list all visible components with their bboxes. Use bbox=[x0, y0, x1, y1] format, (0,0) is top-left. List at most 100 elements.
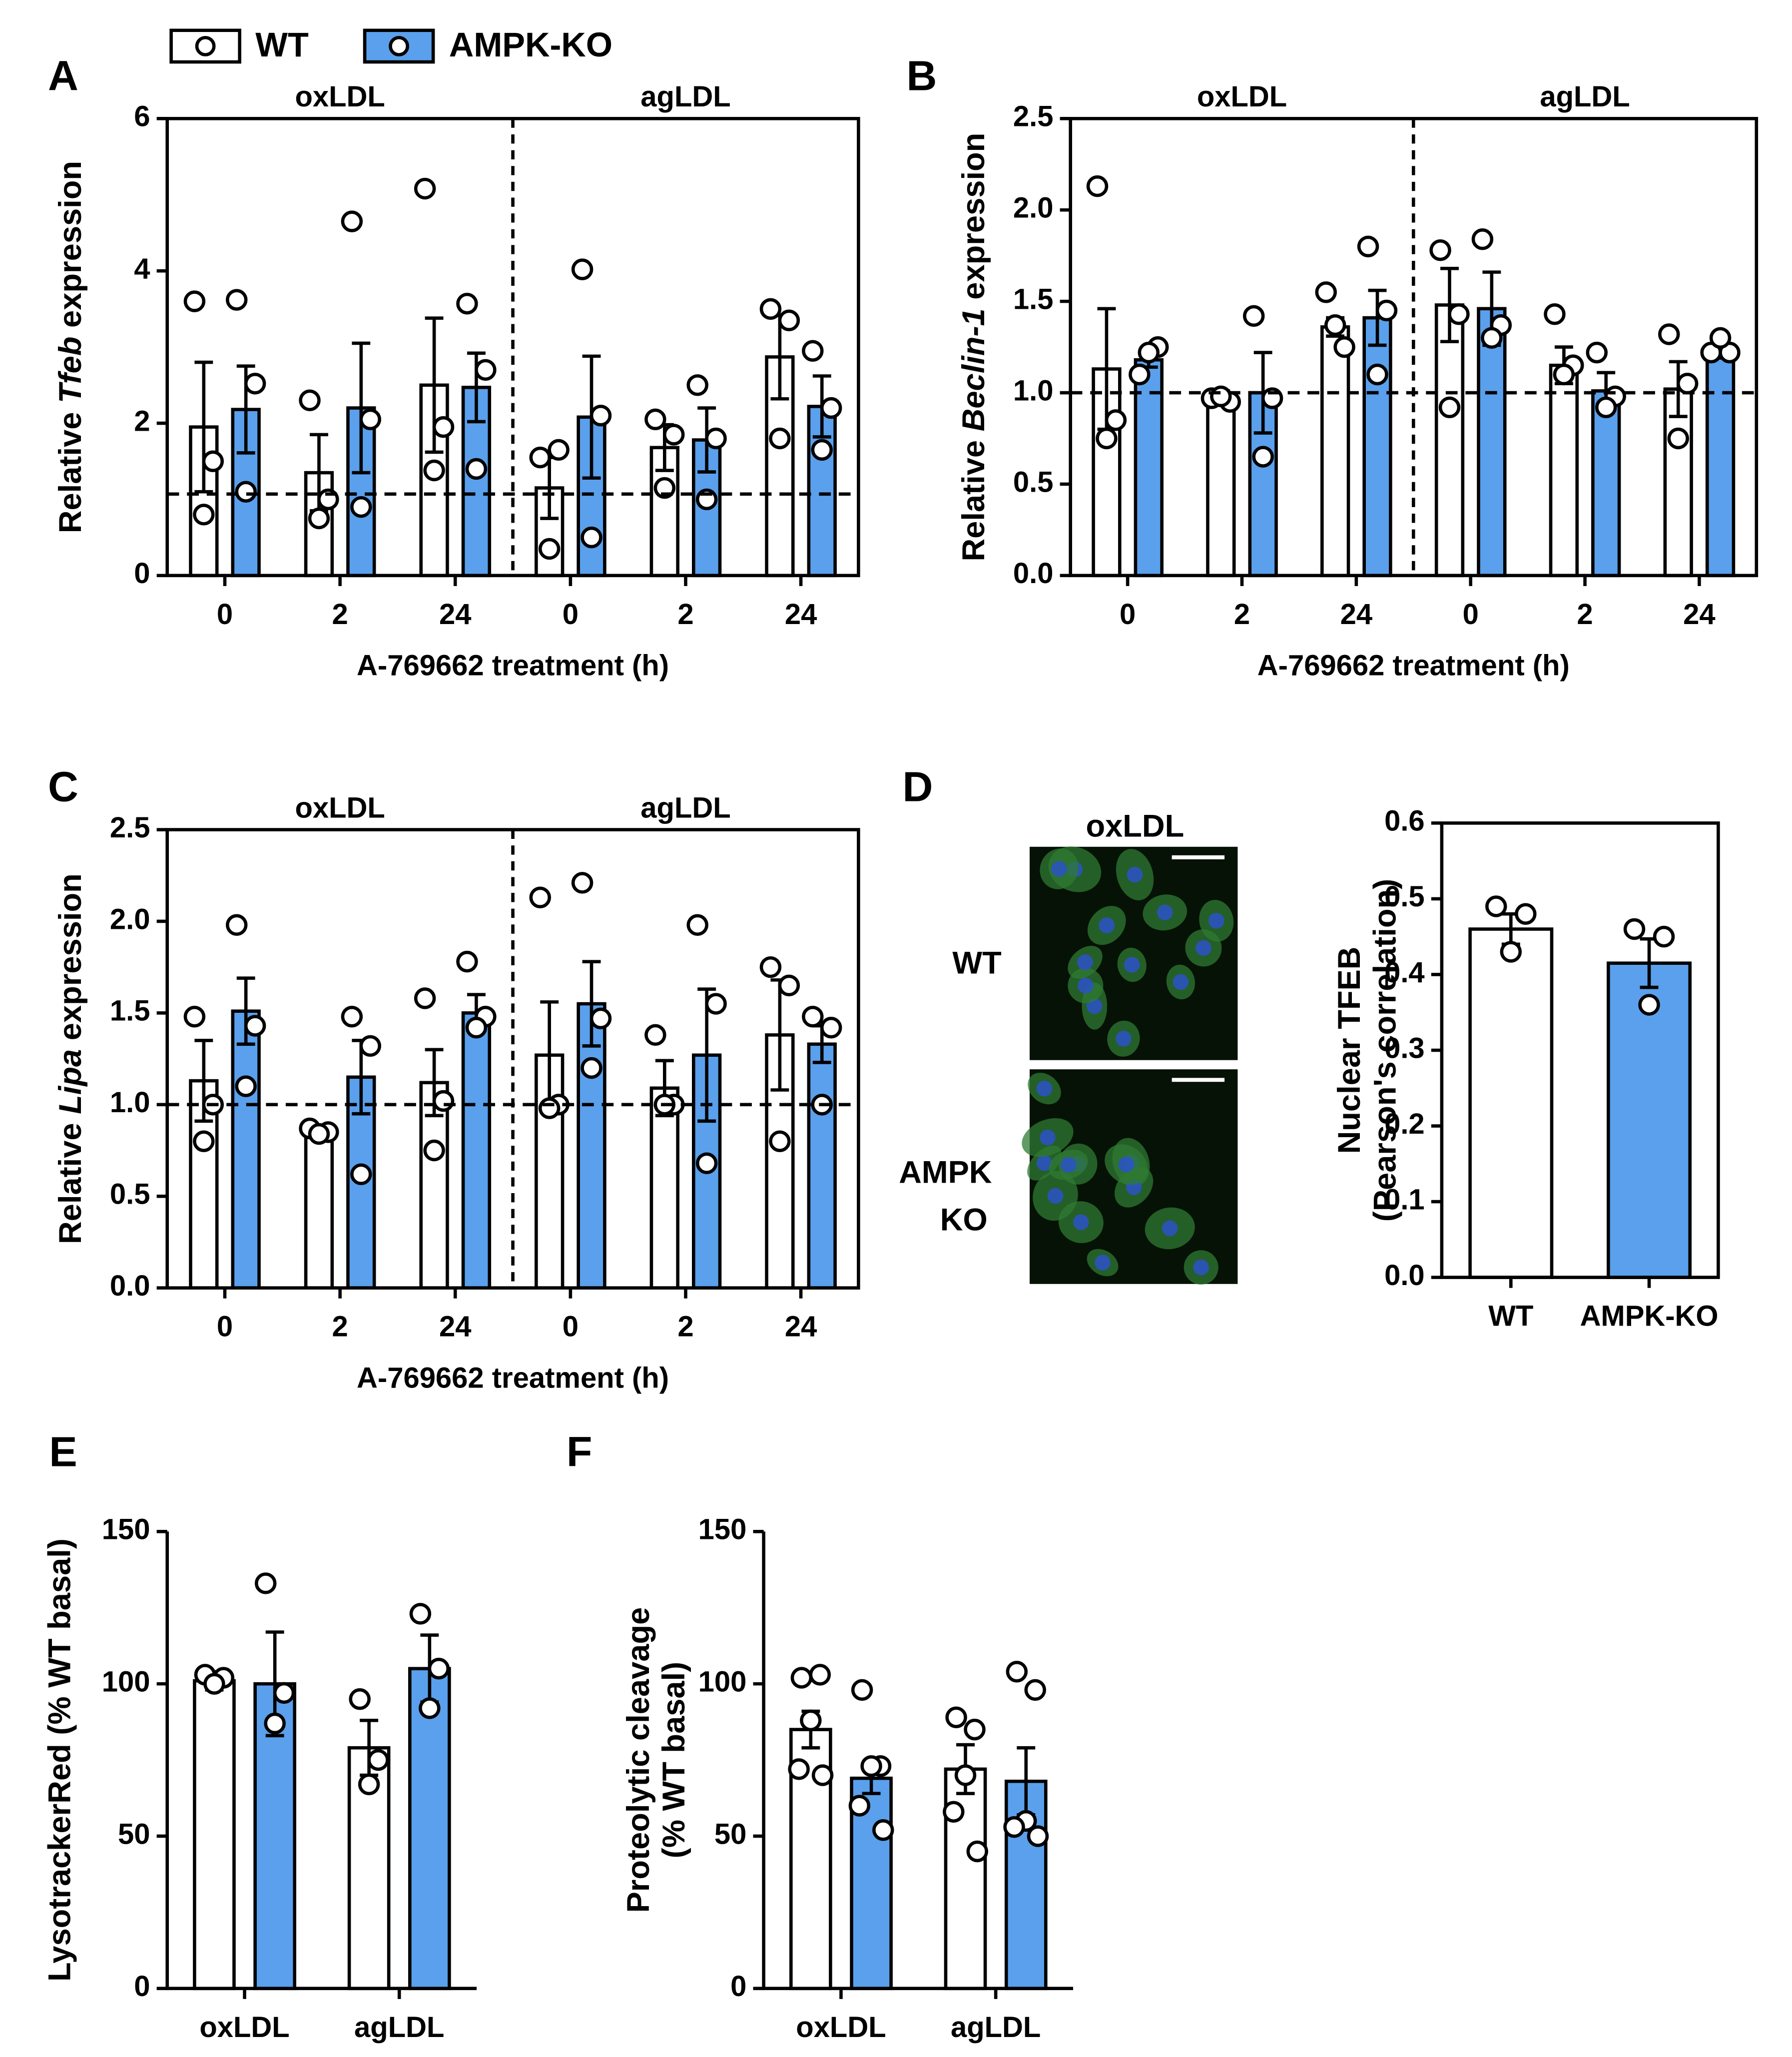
data-point bbox=[1129, 363, 1151, 386]
data-point bbox=[456, 292, 478, 315]
data-point bbox=[590, 1007, 612, 1030]
bar bbox=[850, 1776, 893, 1991]
data-point bbox=[1375, 299, 1398, 322]
bar bbox=[649, 1086, 679, 1290]
data-point bbox=[820, 1017, 842, 1039]
bar bbox=[1362, 316, 1392, 578]
y-tick-label: 0 bbox=[730, 1971, 746, 2003]
data-point bbox=[538, 1097, 561, 1119]
data-point bbox=[432, 1090, 455, 1112]
axes bbox=[762, 1531, 1073, 1991]
data-point bbox=[1676, 373, 1699, 395]
y-tick-label: 0 bbox=[134, 1971, 150, 2003]
nucleus bbox=[1047, 1188, 1064, 1204]
data-point bbox=[203, 1673, 225, 1695]
y-axis-label: Relative Tfeb expression bbox=[53, 161, 88, 533]
data-point bbox=[1658, 323, 1680, 345]
data-point bbox=[872, 1819, 894, 1841]
data-point bbox=[1252, 446, 1274, 468]
y-tick-label: 0.1 bbox=[1384, 1184, 1425, 1216]
y-tick-label: 2.0 bbox=[1013, 192, 1054, 224]
data-point bbox=[419, 1697, 441, 1719]
data-point bbox=[244, 1015, 266, 1037]
x-tick-label: 24 bbox=[1340, 599, 1372, 631]
panel-letter: C bbox=[48, 763, 78, 810]
x-tick-label: agLDL bbox=[354, 2012, 444, 2044]
bar bbox=[1468, 927, 1554, 1279]
data-point bbox=[538, 538, 561, 560]
y-tick-label: 2.5 bbox=[110, 812, 150, 844]
data-point bbox=[686, 914, 708, 936]
y-tick-label: 0.0 bbox=[1013, 558, 1054, 590]
y-tick-label: 2.0 bbox=[110, 903, 150, 935]
plot-frame bbox=[165, 117, 860, 578]
data-point bbox=[686, 374, 708, 396]
nucleus bbox=[1116, 1031, 1132, 1047]
data-point bbox=[475, 359, 497, 381]
data-point bbox=[1138, 341, 1160, 364]
y-axis-label: (Pearson's correlation) bbox=[1367, 879, 1402, 1222]
y-tick-label: 0 bbox=[134, 558, 150, 590]
micrograph-row-label: WT bbox=[952, 946, 1001, 981]
data-point bbox=[571, 258, 594, 280]
data-point bbox=[367, 1749, 389, 1771]
y-tick-label: 0.5 bbox=[1013, 466, 1054, 498]
data-point bbox=[350, 1163, 372, 1185]
panel-letter: A bbox=[48, 52, 78, 99]
data-point bbox=[581, 526, 602, 549]
x-tick-label: 2 bbox=[677, 599, 693, 631]
x-axis-label: A-769662 treatment (h) bbox=[357, 1363, 669, 1394]
y-tick-label: 2 bbox=[134, 405, 150, 437]
y-tick-label: 1.5 bbox=[1013, 283, 1054, 315]
y-tick-label: 50 bbox=[118, 1818, 150, 1850]
y-axis-label: Proteolytic cleavage bbox=[621, 1607, 656, 1913]
data-point bbox=[225, 914, 248, 936]
data-point bbox=[432, 416, 455, 438]
x-tick-label: 0 bbox=[563, 1311, 579, 1343]
data-point bbox=[778, 974, 800, 997]
data-point bbox=[811, 439, 833, 461]
data-point bbox=[529, 886, 551, 909]
y-axis-label: Relative Beclin-1 expression bbox=[956, 133, 991, 562]
legend-label: AMPK-KO bbox=[449, 25, 612, 64]
panel-letter: B bbox=[906, 52, 937, 99]
axes bbox=[165, 1531, 477, 1991]
data-point bbox=[193, 1130, 215, 1152]
bar bbox=[1434, 303, 1465, 578]
legend-dot bbox=[195, 35, 216, 56]
data-point bbox=[1242, 305, 1265, 327]
x-axis-label: A-769662 treatment (h) bbox=[357, 650, 669, 682]
data-point bbox=[341, 210, 363, 232]
x-tick-label: 24 bbox=[785, 1311, 817, 1343]
data-point bbox=[308, 1123, 330, 1145]
x-tick-label: 24 bbox=[1683, 599, 1715, 631]
data-point bbox=[299, 389, 321, 412]
legend-dot bbox=[389, 35, 410, 56]
group-label: oxLDL bbox=[295, 81, 385, 113]
group-label: oxLDL bbox=[1197, 81, 1287, 113]
panel-letter: E bbox=[49, 1428, 77, 1475]
data-point bbox=[1500, 941, 1522, 963]
y-tick-label: 1.5 bbox=[110, 995, 150, 1027]
y-axis-label: Nuclear TFEB bbox=[1332, 947, 1367, 1154]
x-tick-label: oxLDL bbox=[796, 2012, 886, 2044]
micrograph-row-label: AMPK bbox=[899, 1155, 992, 1190]
y-tick-label: 2.5 bbox=[1013, 101, 1054, 133]
data-point bbox=[414, 177, 436, 200]
x-tick-label: 0 bbox=[217, 599, 233, 631]
nucleus bbox=[1036, 1080, 1053, 1097]
data-point bbox=[1366, 363, 1388, 386]
bar bbox=[1591, 389, 1621, 578]
data-point bbox=[1027, 1825, 1049, 1847]
nucleus bbox=[1060, 1157, 1077, 1173]
x-tick-label: AMPK-KO bbox=[1580, 1301, 1719, 1333]
data-point bbox=[590, 405, 612, 427]
y-tick-label: 4 bbox=[134, 253, 150, 285]
x-tick-label: 2 bbox=[332, 1311, 348, 1343]
data-point bbox=[414, 987, 436, 1009]
data-point bbox=[359, 408, 381, 431]
bar bbox=[807, 1042, 837, 1290]
x-tick-label: 2 bbox=[677, 1311, 693, 1343]
data-point bbox=[1006, 1661, 1028, 1683]
